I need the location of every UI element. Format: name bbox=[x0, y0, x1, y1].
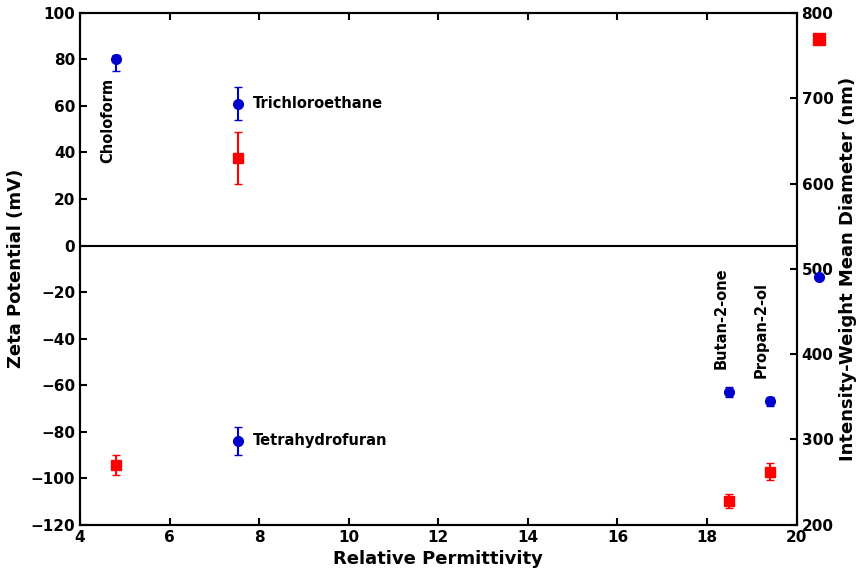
Text: Choloform: Choloform bbox=[100, 78, 115, 163]
Text: Trichloroethane: Trichloroethane bbox=[252, 96, 383, 111]
X-axis label: Relative Permittivity: Relative Permittivity bbox=[334, 550, 543, 568]
Text: Propan-2-ol: Propan-2-ol bbox=[754, 282, 769, 378]
Text: Tetrahydrofuran: Tetrahydrofuran bbox=[252, 434, 387, 448]
Y-axis label: Zeta Potential (mV): Zeta Potential (mV) bbox=[7, 169, 25, 369]
Text: Butan-2-one: Butan-2-one bbox=[714, 267, 728, 369]
Y-axis label: Intensity-Weight Mean Diameter (nm): Intensity-Weight Mean Diameter (nm) bbox=[839, 76, 857, 461]
